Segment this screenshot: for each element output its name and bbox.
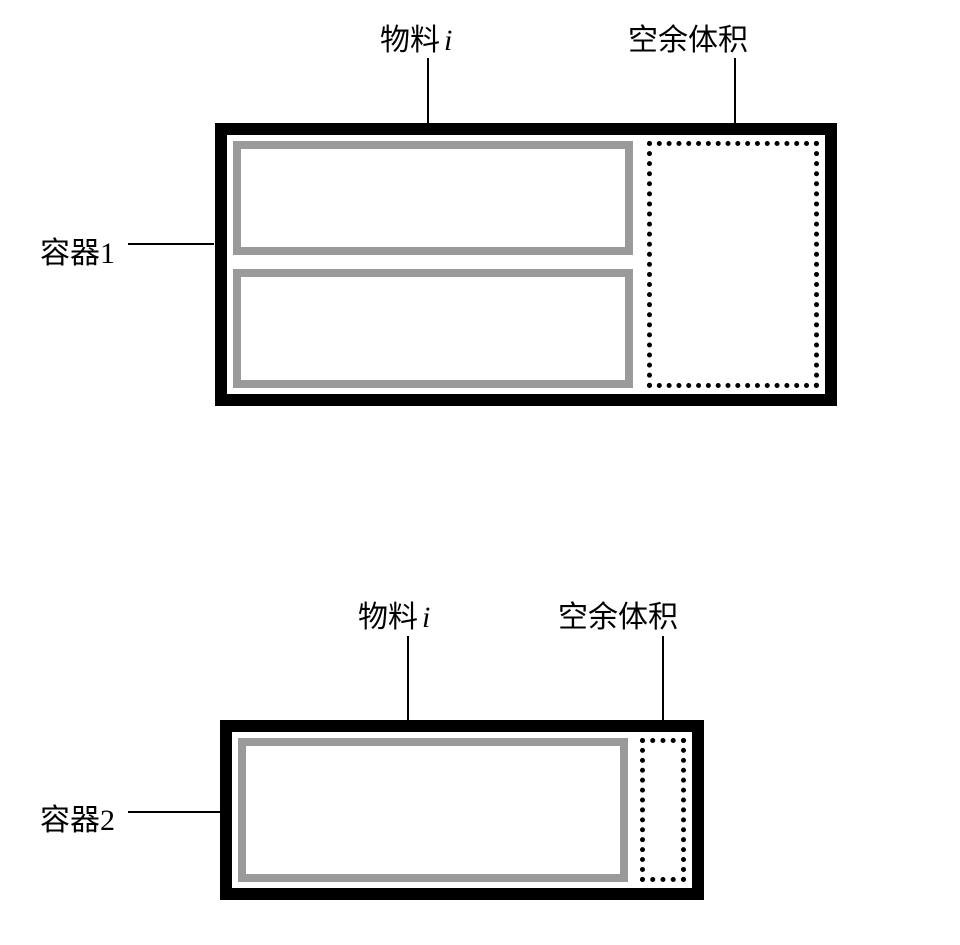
label-container-1: 容器1: [40, 228, 115, 272]
label-empty-volume-1: 空余体积: [628, 15, 748, 59]
label-container-2: 容器2: [40, 795, 115, 839]
container-2-empty-volume: [640, 738, 686, 882]
container-1-material-top: [233, 141, 633, 255]
label-material-2: 物料i: [358, 592, 430, 636]
label-material-text: 物料: [358, 601, 418, 634]
label-material-text: 物料: [380, 24, 440, 57]
label-material-1: 物料i: [380, 15, 452, 59]
label-empty-volume-2: 空余体积: [558, 592, 678, 636]
leader-container-2: [128, 811, 220, 813]
leader-container-1: [128, 243, 214, 245]
container-packing-diagram: 物料i 空余体积 容器1 物料i 空余体积 容器2: [0, 0, 960, 945]
label-material-i: i: [418, 601, 430, 634]
container-1-material-bottom: [233, 269, 633, 388]
container-1-empty-volume: [647, 141, 819, 388]
container-2-material: [238, 738, 628, 882]
label-material-i: i: [440, 24, 452, 57]
